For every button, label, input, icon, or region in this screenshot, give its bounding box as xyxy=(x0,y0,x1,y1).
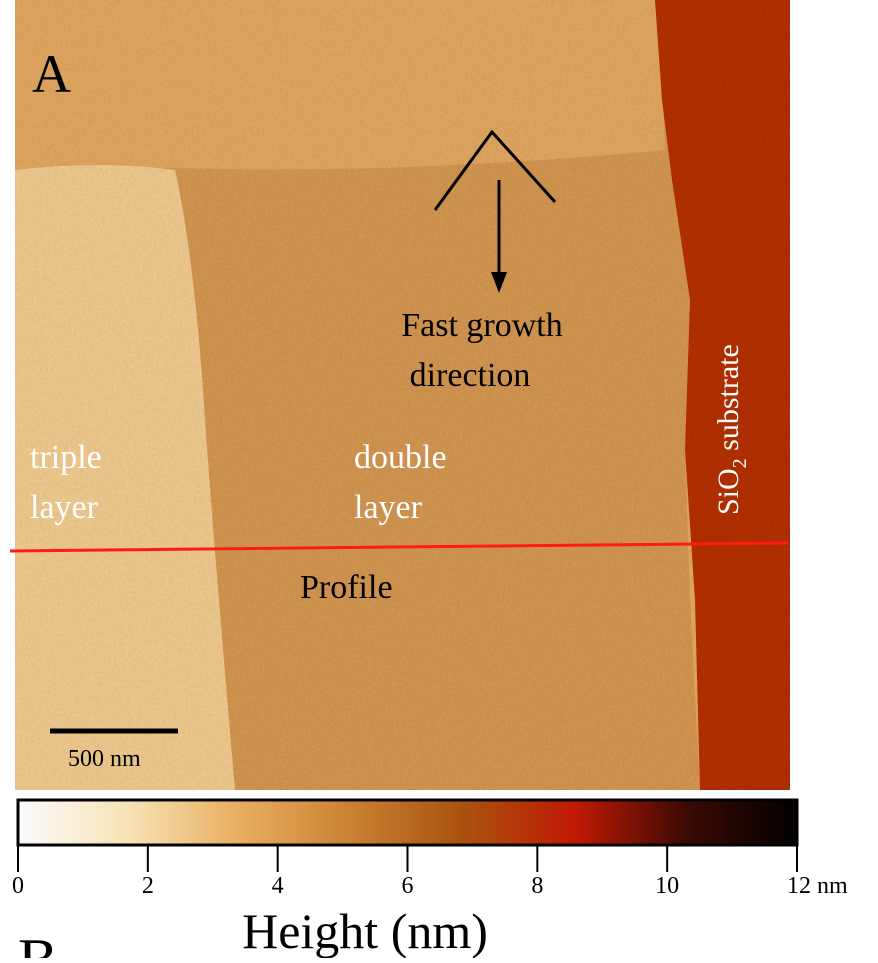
panel-label: A xyxy=(32,44,71,104)
tick-label: 4 xyxy=(272,873,284,899)
substrate-subscript: 2 xyxy=(729,458,751,468)
annotation: SiO2 substrate xyxy=(712,344,751,515)
annotation: double xyxy=(354,439,447,476)
tick-label: 12 nm xyxy=(787,873,848,899)
tick-label: 2 xyxy=(142,873,154,899)
annotation: Profile xyxy=(300,569,393,606)
colorbar xyxy=(16,798,799,847)
colorbar-ticks: 0 2 4 6 8 12 nm 10 xyxy=(12,845,848,899)
annotation: layer xyxy=(354,489,423,526)
substrate-label: SiO xyxy=(712,468,745,515)
annotation: direction xyxy=(410,357,531,394)
tick-label: 6 xyxy=(402,873,414,899)
profile-line xyxy=(9,541,789,553)
afm-image xyxy=(15,0,790,790)
tick-label: 0 xyxy=(12,873,24,899)
annotation: layer xyxy=(30,489,99,526)
scale-bar-label: 500 nm xyxy=(68,746,141,772)
colorbar-title: Height (nm) xyxy=(242,903,488,958)
tick-label: 8 xyxy=(531,873,543,899)
arrow-head xyxy=(491,272,507,293)
substrate-label: substrate xyxy=(712,344,745,458)
chevron xyxy=(433,129,557,211)
tick-label: 10 xyxy=(655,873,679,899)
annotation: triple xyxy=(30,439,102,476)
annotation: Fast growth xyxy=(401,307,563,344)
panel-label: B xyxy=(18,927,58,958)
